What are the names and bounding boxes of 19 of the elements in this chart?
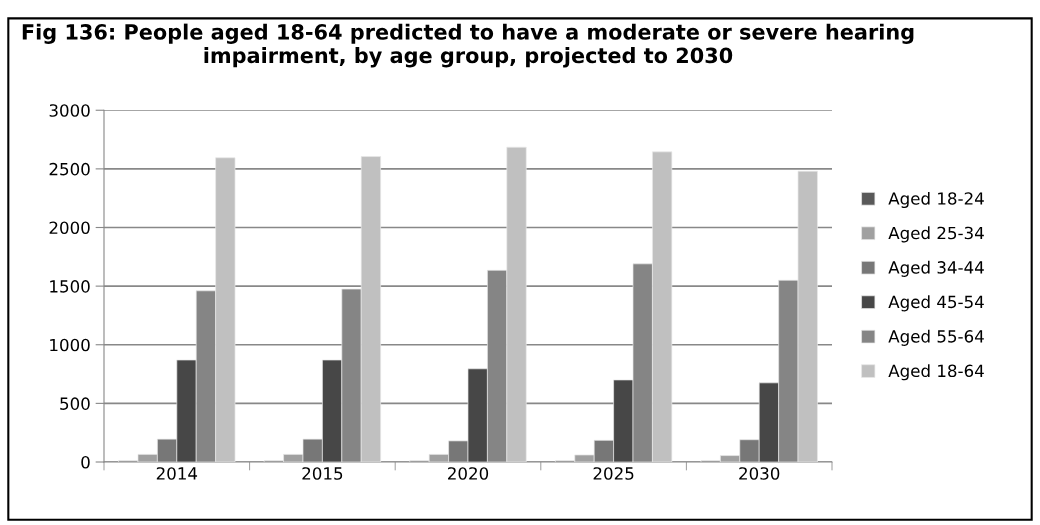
y-tick-label: 3000 xyxy=(49,104,90,117)
legend-label: Aged 18-64 xyxy=(888,364,984,381)
y-tick-label: 0 xyxy=(81,455,90,469)
x-tick-label: 2020 xyxy=(448,467,489,480)
y-tick-label: 2000 xyxy=(49,221,90,235)
legend-label: Aged 34-44 xyxy=(888,260,984,277)
x-tick-label: 2014 xyxy=(156,467,198,480)
y-tick-label: 1500 xyxy=(50,280,90,293)
x-tick-label: 2030 xyxy=(739,467,780,480)
legend-label: Aged 55-64 xyxy=(888,329,984,346)
y-tick-label: 500 xyxy=(60,397,90,410)
legend-label: Aged 18-24 xyxy=(888,191,984,209)
y-tick-label: 2500 xyxy=(49,162,90,176)
legend-label: Aged 45-54 xyxy=(888,295,984,312)
y-tick-label: 1000 xyxy=(50,338,90,352)
x-tick-label: 2025 xyxy=(593,467,634,480)
x-tick-label: 2015 xyxy=(302,467,343,480)
chart-title: Fig 136: People aged 18-64 predicted to have a moderate or severe hearing impairment, by age group, projected to 2030 xyxy=(22,23,914,68)
legend-label: Aged 25-34 xyxy=(888,226,984,243)
